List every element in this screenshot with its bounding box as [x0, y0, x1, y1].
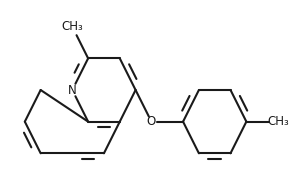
Text: CH₃: CH₃: [267, 115, 289, 128]
Text: CH₃: CH₃: [62, 20, 83, 33]
Text: N: N: [68, 84, 77, 96]
Text: O: O: [147, 115, 156, 128]
